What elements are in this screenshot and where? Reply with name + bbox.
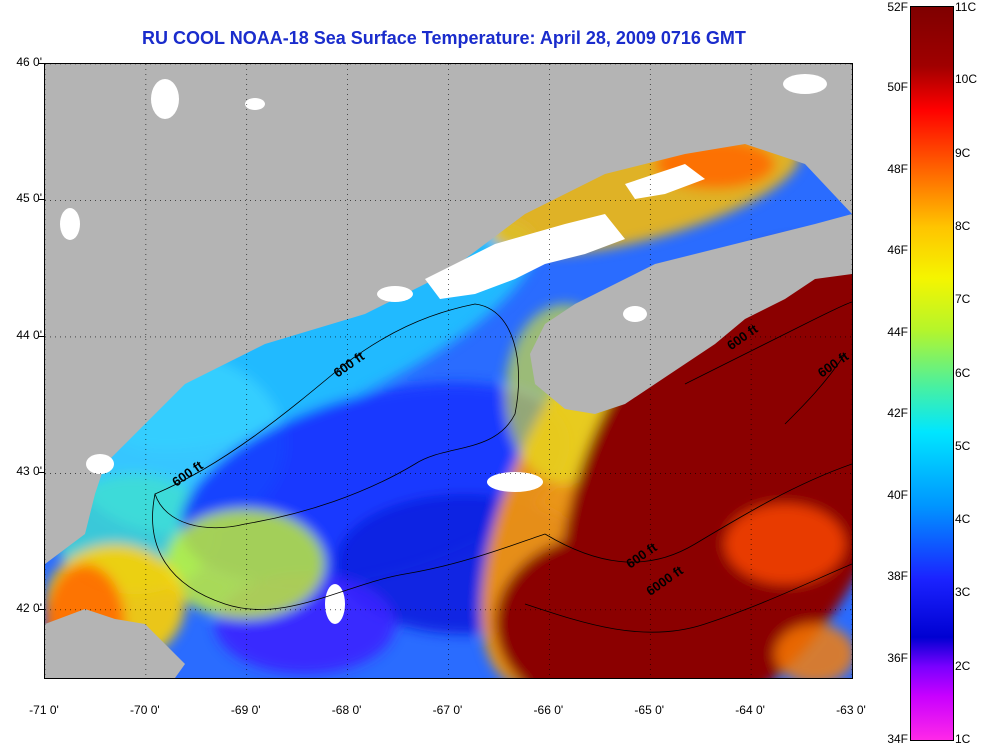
lon-tick-label: -69 0' xyxy=(230,703,261,717)
colorbar-c-label: 2C xyxy=(955,658,971,673)
lat-tick-mark xyxy=(39,608,44,610)
colorbar-f-label: 34F xyxy=(887,732,908,746)
colorbar-f-label: 46F xyxy=(887,243,908,258)
lon-tick-label: -63 0' xyxy=(836,703,866,717)
lat-tick-label: 43 0' xyxy=(16,464,42,479)
colorbar-c-label: 4C xyxy=(955,512,971,527)
lon-tick-label: -68 0' xyxy=(331,703,362,717)
lon-tick-label: -71 0' xyxy=(29,703,59,717)
colorbar-c-label: 7C xyxy=(955,292,971,307)
colorbar-c-label: 10C xyxy=(955,72,978,87)
map-title: RU COOL NOAA-18 Sea Surface Temperature:… xyxy=(142,28,746,48)
lat-tick-mark xyxy=(39,199,44,201)
land-cape-cod xyxy=(45,609,185,678)
lat-tick-mark xyxy=(39,472,44,474)
lat-tick-label: 44 0' xyxy=(16,327,42,342)
lon-tick-label: -65 0' xyxy=(634,703,665,717)
colorbar-f-label: 36F xyxy=(887,650,908,665)
lon-tick-label: -70 0' xyxy=(130,703,160,717)
cloud-mask xyxy=(60,74,827,624)
colorbar-f-label: 44F xyxy=(887,324,908,339)
colorbar-c-label: 1C xyxy=(955,732,971,746)
colorbar-f-label: 50F xyxy=(887,80,908,95)
lat-tick-mark xyxy=(39,63,44,64)
colorbar-f-label: 48F xyxy=(887,161,908,176)
lat-tick-label: 46 0' xyxy=(16,55,42,69)
colorbar-c-label: 3C xyxy=(955,585,971,600)
bathymetry-contours xyxy=(152,301,852,633)
lon-tick-label: -66 0' xyxy=(533,703,564,717)
colorbar-c-label: 11C xyxy=(955,0,977,14)
land-nova-scotia xyxy=(530,214,852,414)
colorbar-f-label: 52F xyxy=(887,0,908,14)
lat-tick-mark xyxy=(39,335,44,337)
lon-tick-label: -67 0' xyxy=(432,703,463,717)
temperature-colorbar xyxy=(910,6,954,741)
lat-tick-label: 45 0' xyxy=(16,191,42,206)
colorbar-c-label: 8C xyxy=(955,218,971,233)
colorbar-c-label: 6C xyxy=(955,365,971,380)
lon-tick-label: -64 0' xyxy=(735,703,765,717)
sst-map: 600 ft 600 ft 600 ft 600 ft 600 ft 6000 ft xyxy=(44,63,853,679)
colorbar-c-label: 5C xyxy=(955,438,971,453)
colorbar-f-label: 42F xyxy=(887,406,908,421)
colorbar-f-label: 38F xyxy=(887,569,908,584)
colorbar-c-label: 9C xyxy=(955,145,971,160)
colorbar-f-label: 40F xyxy=(887,487,908,502)
lat-tick-label: 42 0' xyxy=(16,600,42,615)
